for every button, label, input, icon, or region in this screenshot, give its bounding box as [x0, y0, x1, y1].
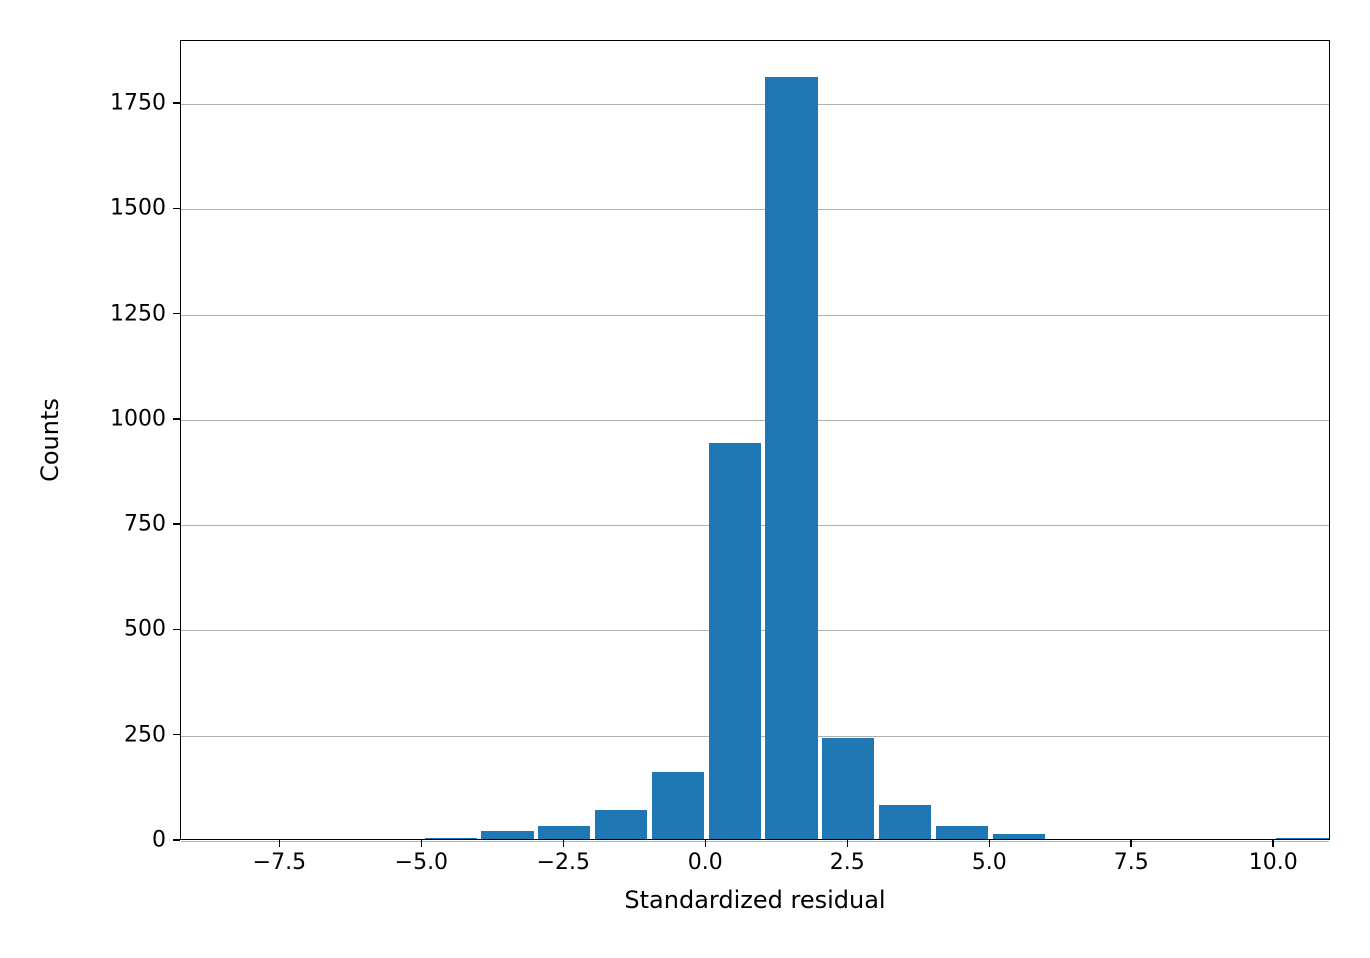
histogram-bar — [425, 838, 477, 839]
x-tick — [989, 840, 991, 847]
histogram-bar — [709, 443, 761, 839]
histogram-bar — [1276, 838, 1328, 839]
histogram-bar — [538, 826, 590, 839]
gridline — [181, 420, 1329, 421]
y-tick — [173, 523, 180, 525]
y-tick-label: 1000 — [0, 406, 166, 431]
plot-area — [180, 40, 1330, 840]
histogram-bar — [652, 772, 704, 839]
histogram-bar — [879, 805, 931, 839]
y-tick — [173, 734, 180, 736]
figure: −7.5 −5.0 −2.5 0.0 2.5 5.0 7.5 10.0 0 250 500 750 1… — [0, 0, 1370, 958]
x-tick — [421, 840, 423, 847]
x-tick-label: 10.0 — [1249, 850, 1298, 875]
x-tick — [1272, 840, 1274, 847]
y-tick — [173, 313, 180, 315]
x-tick-label: −5.0 — [395, 850, 448, 875]
x-tick — [1130, 840, 1132, 847]
x-tick-label: 7.5 — [1114, 850, 1149, 875]
gridline — [181, 841, 1329, 842]
y-tick — [173, 208, 180, 210]
x-tick-label: 5.0 — [972, 850, 1007, 875]
y-tick-label: 750 — [0, 512, 166, 537]
histogram-bar — [595, 810, 647, 839]
histogram-bar — [993, 834, 1045, 839]
histogram-bar — [481, 831, 533, 839]
x-tick — [847, 840, 849, 847]
y-tick — [173, 629, 180, 631]
x-tick-label: 2.5 — [830, 850, 865, 875]
y-tick-label: 1750 — [0, 91, 166, 116]
y-tick-label: 250 — [0, 722, 166, 747]
y-tick-label: 0 — [0, 828, 166, 853]
y-tick-label: 1250 — [0, 301, 166, 326]
x-tick — [705, 840, 707, 847]
histogram-bar — [822, 738, 874, 839]
x-tick — [563, 840, 565, 847]
y-axis-label: Counts — [36, 398, 64, 482]
y-tick — [173, 418, 180, 420]
y-tick-label: 1500 — [0, 196, 166, 221]
gridline — [181, 209, 1329, 210]
x-tick-label: 0.0 — [688, 850, 723, 875]
y-tick-label: 500 — [0, 617, 166, 642]
gridline — [181, 104, 1329, 105]
histogram-bar — [936, 826, 988, 839]
x-axis-label: Standardized residual — [624, 886, 885, 914]
x-tick-label: −7.5 — [253, 850, 306, 875]
y-tick — [173, 102, 180, 104]
x-tick — [279, 840, 281, 847]
gridline — [181, 315, 1329, 316]
y-tick — [173, 839, 180, 841]
histogram-bar — [765, 77, 817, 839]
x-tick-label: −2.5 — [537, 850, 590, 875]
